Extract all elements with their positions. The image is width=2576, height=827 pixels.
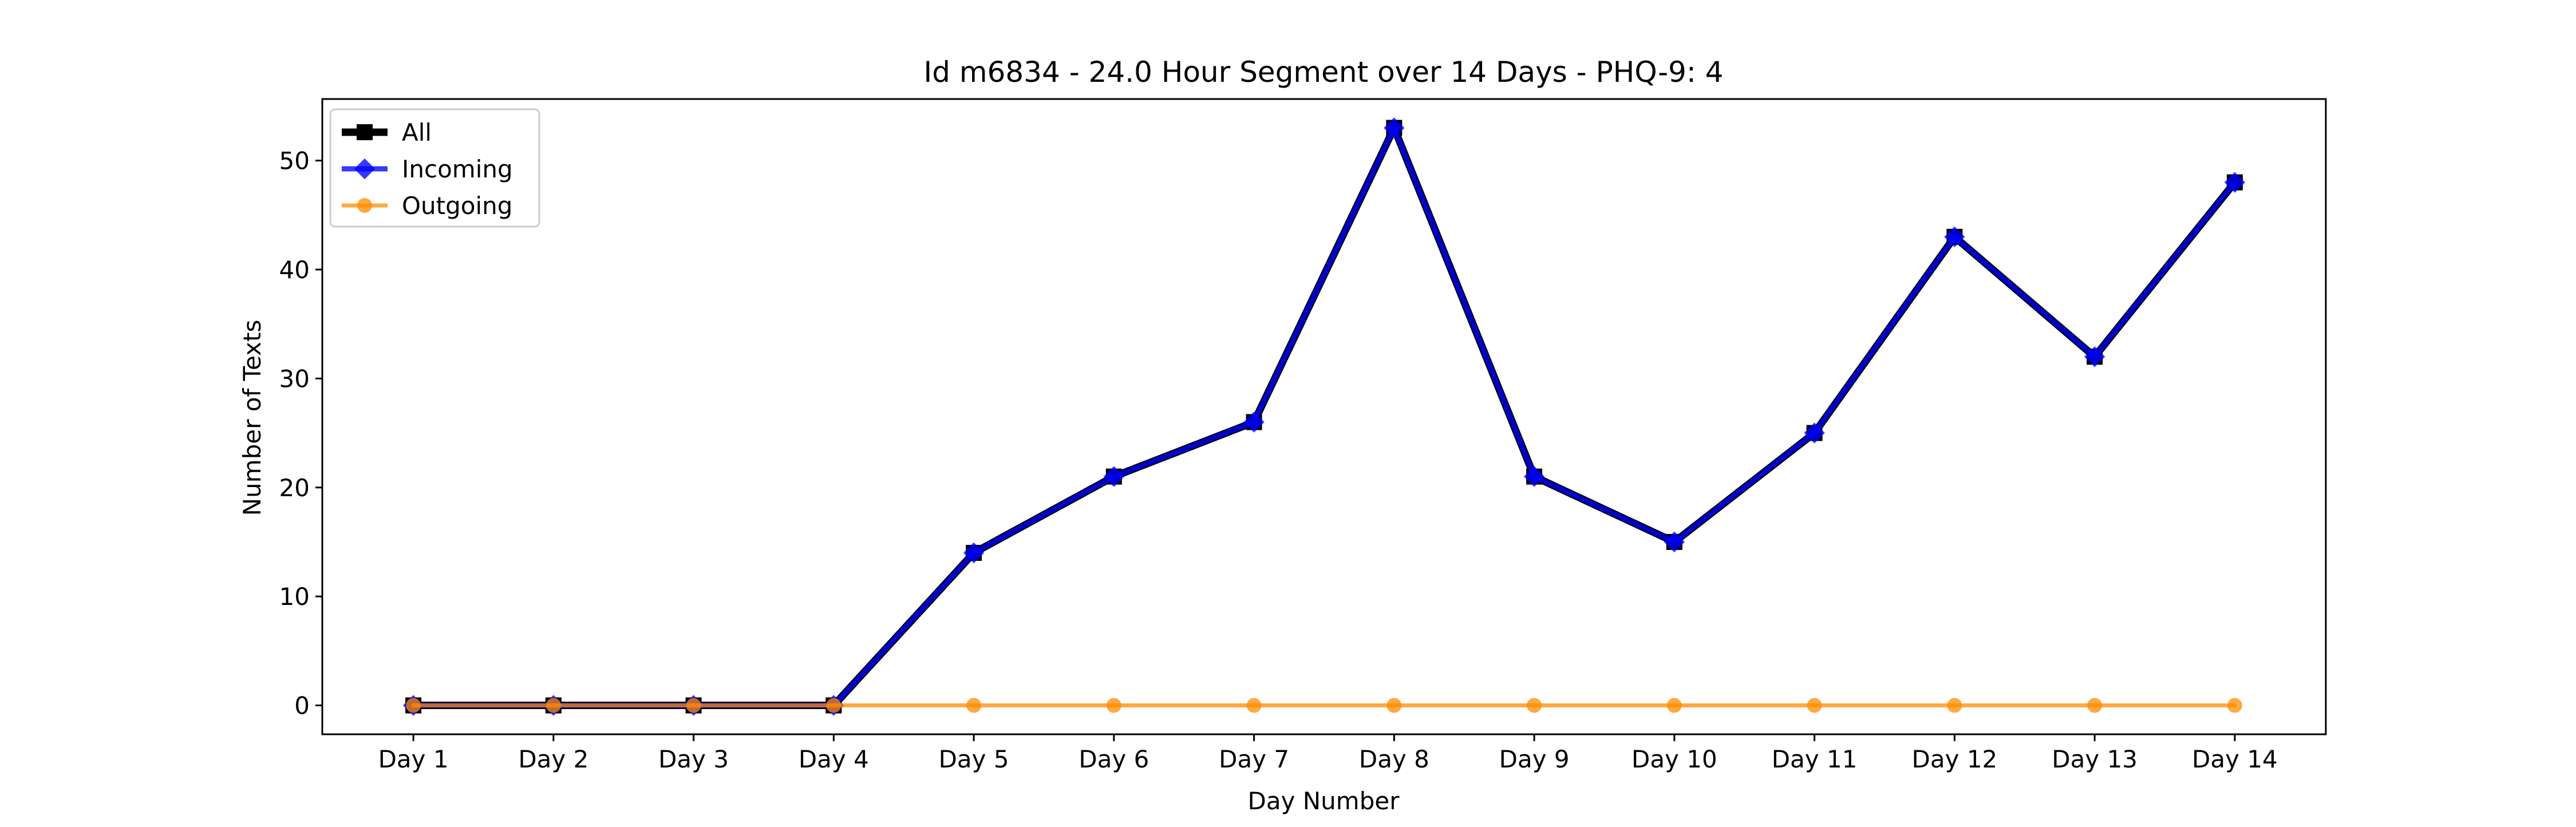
series-line-incoming — [410, 125, 2238, 709]
legend-label: All — [402, 118, 432, 147]
data-point-outgoing — [2227, 698, 2242, 713]
x-tick-label: Day 2 — [518, 745, 588, 773]
y-tick-label: 0 — [294, 692, 310, 720]
x-tick-label: Day 7 — [1219, 745, 1289, 773]
x-tick-label: Day 13 — [2052, 745, 2138, 773]
x-tick-label: Day 11 — [1772, 745, 1858, 773]
x-tick-label: Day 3 — [658, 745, 729, 773]
x-tick-label: Day 14 — [2192, 745, 2278, 773]
y-tick-label: 50 — [279, 147, 310, 175]
legend-label: Incoming — [402, 155, 513, 183]
data-point-incoming — [1103, 466, 1125, 487]
chart-title: Id m6834 - 24.0 Hour Segment over 14 Day… — [923, 56, 1723, 89]
plot-area: 0 10 20 30 40 50 Day 1 Day 2 Day 3 Day 4 Day 5 Day … — [279, 98, 2327, 773]
x-tick-label: Day 1 — [378, 745, 449, 773]
data-point-outgoing — [2087, 698, 2103, 713]
x-tick-label: Day 6 — [1078, 745, 1149, 773]
legend-marker — [354, 158, 376, 180]
data-point-outgoing — [1106, 698, 1121, 713]
data-point-incoming — [1664, 531, 1685, 553]
y-tick-label: 40 — [279, 256, 310, 284]
data-point-outgoing — [1666, 698, 1682, 713]
y-axis-label: Number of Texts — [238, 320, 266, 516]
data-point-incoming — [2084, 346, 2105, 367]
data-point-incoming — [1384, 117, 1405, 139]
series-line-all — [409, 124, 2239, 710]
x-tick-label: Day 5 — [939, 745, 1009, 773]
data-point-incoming — [1523, 466, 1545, 487]
data-point-outgoing — [966, 698, 982, 713]
data-point-incoming — [1804, 422, 1825, 444]
series-outgoing — [406, 698, 2242, 713]
data-point-outgoing — [1807, 698, 1822, 713]
legend-box — [329, 108, 540, 228]
plot-frame — [321, 98, 2327, 735]
legend-marker — [357, 198, 372, 213]
data-point-outgoing — [406, 698, 421, 713]
data-point-outgoing — [1947, 698, 1962, 713]
series-all — [405, 120, 2243, 714]
data-point-outgoing — [686, 698, 701, 713]
y-tick-label: 30 — [279, 365, 310, 393]
data-point-incoming — [963, 542, 985, 564]
data-point-incoming — [1243, 411, 1265, 433]
x-tick-label: Day 4 — [799, 745, 869, 773]
legend-marker — [357, 124, 373, 140]
x-axis-label: Day Number — [1247, 787, 1400, 815]
x-tick-label: Day 10 — [1631, 745, 1717, 773]
legend-label: Outgoing — [402, 192, 512, 220]
x-tick-label: Day 8 — [1359, 745, 1429, 773]
data-point-incoming — [2224, 172, 2246, 193]
data-point-incoming — [1944, 226, 1965, 248]
x-tick-label: Day 12 — [1912, 745, 1998, 773]
x-tick-label: Day 9 — [1499, 745, 1570, 773]
data-point-outgoing — [1386, 698, 1402, 713]
data-point-outgoing — [826, 698, 841, 713]
y-tick-label: 10 — [279, 583, 310, 611]
data-point-outgoing — [546, 698, 561, 713]
series-incoming — [402, 117, 2246, 716]
data-point-outgoing — [1246, 698, 1262, 713]
legend: All Incoming Outgoing — [329, 108, 540, 228]
y-tick-label: 20 — [279, 474, 310, 502]
data-point-outgoing — [1527, 698, 1542, 713]
